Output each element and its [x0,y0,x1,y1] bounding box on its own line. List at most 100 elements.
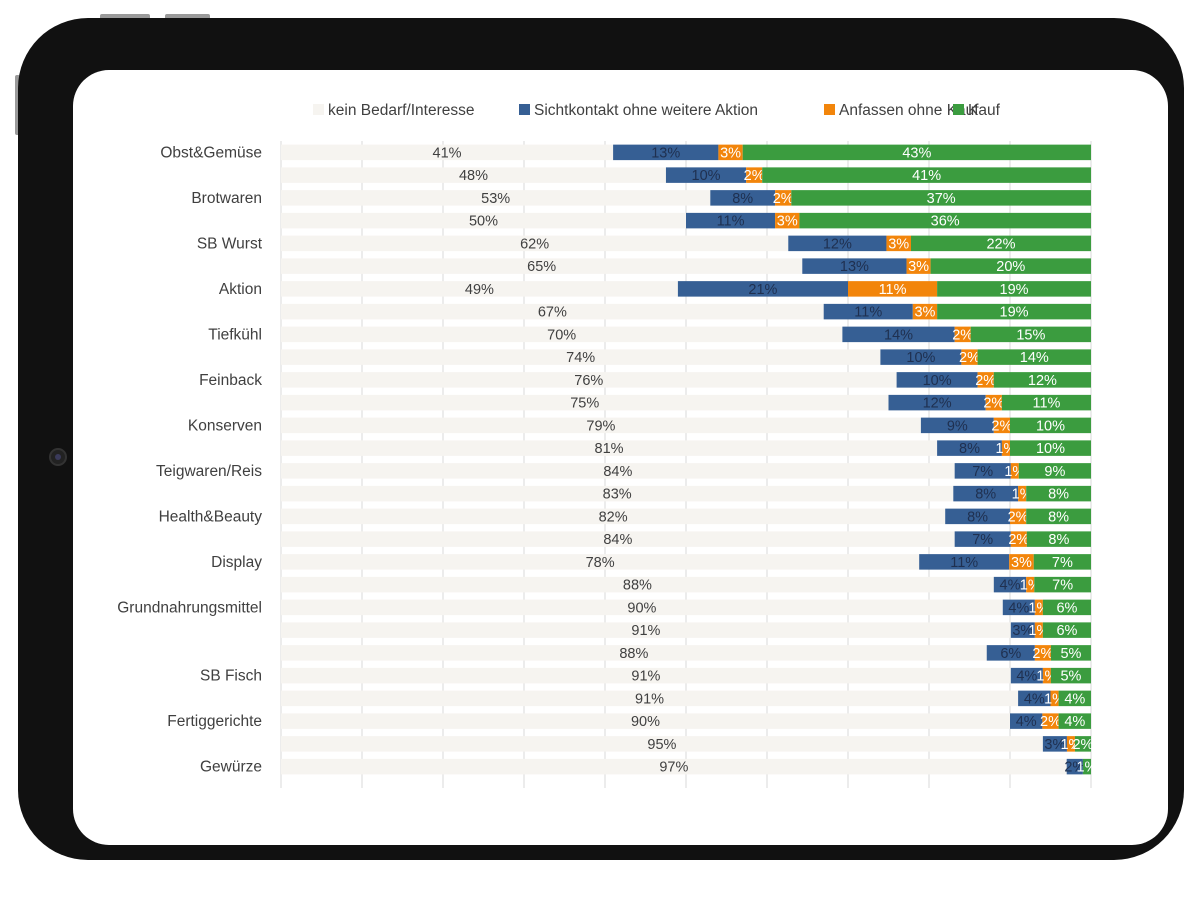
bar-segment [920,417,994,434]
bar-segment [1026,531,1091,547]
data-label: 41% [912,168,941,184]
data-label: 3% [1044,737,1065,753]
data-label: 41% [433,145,462,161]
bar-row: 62% 12% 3% 22% [281,235,1091,252]
category-label: Feinback [199,372,262,389]
bar-row: 83% 8% 1% 8% [281,485,1091,503]
data-label: 9% [947,418,968,434]
data-label: 12% [1028,373,1057,389]
bar-segment [281,531,955,547]
category-labels: Obst&Gemüse Brotwaren SB Wurst Aktion Tiefkü… [117,144,262,775]
bar-segment [281,690,1019,707]
data-label: 8% [1048,509,1069,525]
data-label: 4% [1016,669,1037,685]
bar-segment [842,326,955,343]
data-label: 3% [914,305,935,321]
category-label: Teigwaren/Reis [156,463,262,480]
bar-row: 97% 2%1% [281,758,1098,776]
data-label: 97% [659,760,688,776]
data-label: 82% [599,509,628,525]
bar-segment [1066,758,1083,775]
bar-segment [1018,485,1027,502]
bar-segment [802,258,907,274]
data-label: 43% [902,145,931,161]
data-label: 88% [623,578,652,594]
bar-segment [919,554,1010,570]
data-label: 36% [931,214,960,230]
bar-row: 91% 3%1% 6% [281,622,1091,639]
bar-segment [1050,645,1091,661]
data-label: 9% [1044,464,1065,480]
bar-segment [791,190,1091,206]
bar-row: 95% 3%1%2% [281,736,1094,753]
bar-segment [281,303,824,320]
data-label: 76% [574,373,603,389]
bar-segment [912,303,938,320]
data-label: 13% [840,259,869,275]
bar-segment [1074,736,1091,752]
data-label: 84% [603,532,632,548]
data-label: 49% [465,282,494,298]
data-label: 3% [1011,555,1032,571]
bar-segment [1002,599,1035,616]
data-label: 2% [975,373,996,389]
data-label: 2% [773,191,794,207]
category-label: Aktion [219,281,262,298]
bar-segment [945,508,1010,525]
bar-segment [993,372,1091,388]
data-label: 67% [538,305,567,321]
bar-row: 84% 7% 2% 8% [281,531,1091,548]
bar-segment [888,394,986,411]
bar-segment [1042,667,1051,684]
data-label: 1% [1076,760,1097,776]
bar-segment [281,394,889,411]
data-label: 75% [570,396,599,412]
bar-segment [1034,622,1043,638]
legend-label: kein Bedarf/Interesse [328,102,474,119]
bar-segment [281,736,1043,752]
bar-row: 91% 4% 1% 5% [281,667,1091,685]
data-label: 4% [1000,578,1021,594]
bar-segment [775,212,800,229]
bar-segment [281,190,711,206]
bar-segment [1001,440,1010,456]
data-label: 91% [631,669,660,685]
data-label: 53% [481,191,510,207]
legend-swatch [953,104,964,115]
data-label: 90% [631,714,660,730]
data-label: 6% [1056,600,1077,616]
data-label: 74% [566,350,595,366]
bar-segment [1050,667,1091,684]
category-label: Obst&Gemüse [160,144,262,161]
bar-row: 74% 10% 2% 14% [281,349,1091,366]
bar-segment [993,576,1027,593]
category-label: Konserven [188,417,262,434]
bar-segment [281,463,955,479]
data-label: 10% [1036,418,1065,434]
data-label: 2% [1008,532,1029,548]
bar-segment [718,144,743,161]
data-label: 2% [1040,714,1061,730]
category-label: Health&Beauty [159,508,263,525]
bar-row: 76% 10% 2% 12% [281,372,1091,389]
data-label: 7% [972,464,993,480]
data-label: 10% [923,373,952,389]
data-label: 8% [732,191,753,207]
data-label: 11% [1032,396,1060,412]
bar-segment [775,190,792,206]
chart-bars: 41% 13% 3% 43%48% 10% 2% 41%53% 8% 2% 37%50% 11% 3%… [281,144,1098,776]
category-label: Fertiggerichte [167,713,262,730]
bar-segment [281,144,614,161]
bar-segment [281,258,803,274]
bar-row: 50% 11% 3% 36% [281,212,1091,230]
category-label: Display [211,554,262,571]
chart-legend: kein Bedarf/Interesse Sichtkontakt ohne w… [313,102,1001,119]
bar-segment [986,645,1035,661]
bar-segment [1034,576,1091,593]
data-label: 48% [459,168,488,184]
bar-row: 75% 12% 2% 11% [281,394,1091,412]
data-label: 4% [1024,691,1045,707]
bar-segment [281,622,1011,638]
bar-segment [1010,531,1027,547]
bar-segment [1010,417,1091,434]
